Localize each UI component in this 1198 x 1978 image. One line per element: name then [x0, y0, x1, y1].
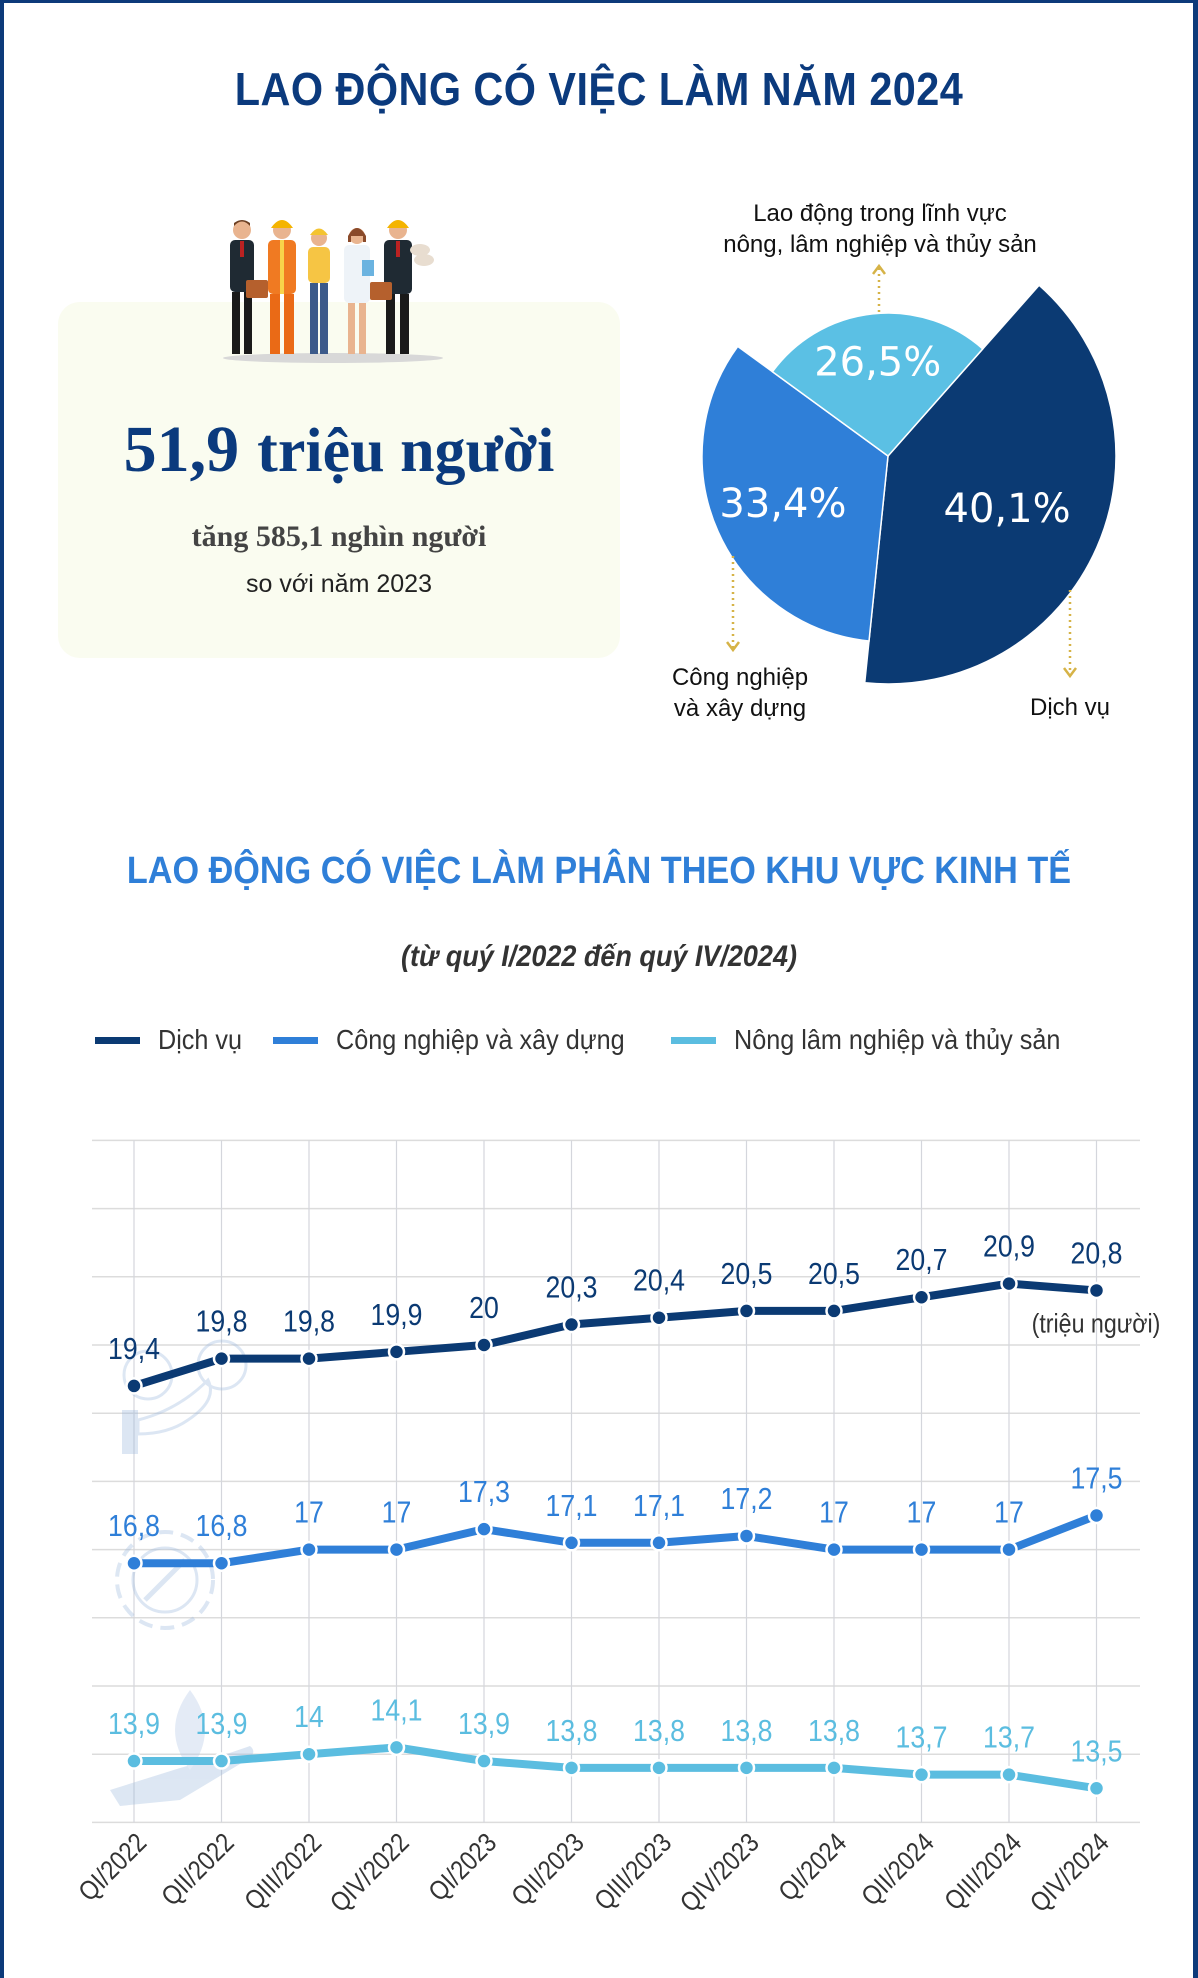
legend-item-services: Dịch vụ: [95, 1024, 251, 1056]
pie-value-industry: 33,4%: [719, 481, 846, 527]
pie-chart-svg: 40,1% 33,4% 26,5%: [701, 263, 1117, 685]
arrow-head-icon: [726, 641, 740, 653]
legend-swatch-services: [95, 1036, 140, 1044]
legend-label-industry: Công nghiệp và xây dựng: [336, 1024, 626, 1055]
pie-label-services: Dịch vụ: [1010, 692, 1130, 723]
pie-label-agriculture-line2: nông, lâm nghiệp và thủy sản: [723, 231, 1037, 258]
pie-chart: 40,1% 33,4% 26,5% Lao động trong lĩnh vực …: [640, 180, 1180, 740]
pie-value-services: 40,1%: [944, 486, 1071, 532]
pie-label-industry: Công nghiệp và xây dựng: [660, 662, 820, 724]
total-employed-value: 51,9 triệu người: [58, 412, 620, 488]
pie-label-agriculture: Lao động trong lĩnh vực nông, lâm nghiệp…: [720, 198, 1040, 260]
legend-item-agriculture: Nông lâm nghiệp và thủy sản: [671, 1024, 1097, 1056]
legend-swatch-industry: [273, 1036, 319, 1044]
legend-swatch-agriculture: [671, 1036, 717, 1044]
pie-slice-services: [863, 284, 1117, 685]
total-unit: triệu người: [257, 417, 555, 485]
pie-label-industry-line2: và xây dựng: [673, 695, 807, 722]
pie-label-industry-line1: Công nghiệp: [671, 664, 809, 691]
pie-label-agriculture-line1: Lao động trong lĩnh vực: [753, 200, 1007, 227]
pie-value-agriculture: 26,5%: [814, 340, 941, 386]
arrow-head-icon: [1063, 667, 1077, 679]
legend-label-agriculture: Nông lâm nghiệp và thủy sản: [734, 1024, 1061, 1055]
increase-text: tăng 585,1 nghìn người: [191, 520, 487, 553]
page-title: LAO ĐỘNG CÓ VIỆC LÀM NĂM 2024: [234, 63, 964, 115]
chart-subtitle: (từ quý I/2022 đến quý IV/2024): [401, 940, 797, 973]
legend-item-industry: Công nghiệp và xây dựng: [273, 1024, 657, 1056]
compare-text: so với năm 2023: [246, 570, 432, 598]
chart-legend: Dịch vụ Công nghiệp và xây dựng Nông lâm…: [95, 1022, 1131, 1058]
pie-label-services-line1: Dịch vụ: [1029, 694, 1111, 721]
arrow-head-icon: [872, 263, 886, 275]
total-number: 51,9: [123, 413, 240, 486]
pie-slice-agriculture: [771, 312, 984, 458]
pie-slice-industry: [701, 345, 889, 642]
workers-illustration-icon: [223, 220, 443, 363]
legend-label-services: Dịch vụ: [158, 1024, 243, 1055]
chart-title: LAO ĐỘNG CÓ VIỆC LÀM PHÂN THEO KHU VỰC K…: [126, 850, 1072, 892]
